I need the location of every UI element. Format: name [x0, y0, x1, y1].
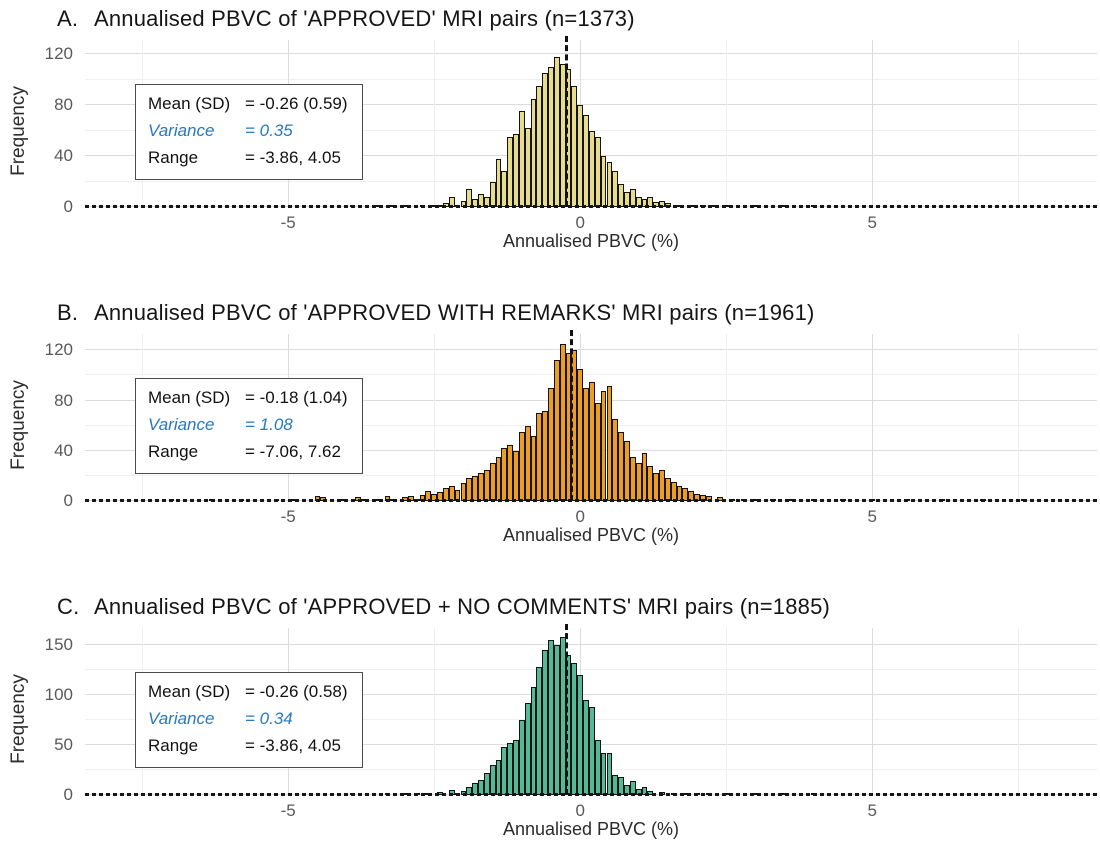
x-axis-title: Annualised PBVC (%): [502, 819, 680, 839]
stat-label: Variance: [148, 414, 215, 434]
stats-box: Mean (SD) = -0.26 (0.59) Variance = 0.35 Ran…: [135, 84, 363, 180]
stat-value: = 0.34: [245, 708, 293, 728]
panel-letter: A.: [57, 6, 79, 31]
x-axis-line: [85, 205, 1097, 208]
stat-value: = -7.06, 7.62: [245, 441, 341, 461]
stat-label: Range: [148, 735, 199, 755]
y-tick-label: 0: [63, 197, 73, 216]
x-tick-label: 0: [575, 801, 585, 820]
stat-label: Range: [148, 147, 199, 167]
y-tick-label: 50: [54, 735, 73, 754]
x-tick-label: 5: [867, 801, 877, 820]
panel-b: B. Annualised PBVC of 'APPROVED WITH REMA…: [0, 300, 1100, 588]
stat-value: = -0.26 (0.58): [245, 682, 348, 701]
y-tick-label: 40: [54, 146, 73, 165]
y-major-gridline: [85, 53, 1097, 54]
y-tick-label: 80: [54, 95, 73, 114]
panel-title-text: Annualised PBVC of 'APPROVED WITH REMARK…: [94, 300, 815, 325]
stat-label: Mean (SD): [148, 682, 231, 701]
x-minor-gridline: [726, 40, 728, 207]
y-major-gridline: [85, 349, 1097, 351]
stats-box: Mean (SD) = -0.18 (1.04) Variance = 1.08 Ran…: [135, 378, 363, 474]
x-minor-gridline: [434, 628, 436, 795]
x-tick-label: 0: [575, 507, 585, 526]
y-major-gridline: [85, 104, 1097, 105]
x-axis-line: [85, 793, 1097, 796]
x-minor-gridline: [434, 334, 436, 501]
plot-area: 0 40 80 120: [45, 330, 1097, 510]
x-minor-gridline: [434, 40, 436, 207]
mean-dashed-line: [565, 36, 568, 207]
mean-dashed-line: [565, 624, 568, 795]
panel-b-title: B. Annualised PBVC of 'APPROVED WITH REMA…: [57, 300, 1100, 334]
y-major-gridline: [85, 644, 1097, 645]
x-tick-label: 5: [867, 213, 877, 232]
x-axis-title: Annualised PBVC (%): [502, 525, 680, 545]
y-tick-label: 150: [44, 635, 73, 654]
x-axis-title: Annualised PBVC (%): [502, 231, 680, 251]
x-tick-label: -5: [280, 213, 296, 232]
panel-a-title: A. Annualised PBVC of 'APPROVED' MRI pair…: [57, 6, 1100, 40]
x-major-gridline: [872, 334, 874, 501]
stat-label: Mean (SD): [148, 388, 231, 407]
x-minor-gridline: [726, 628, 728, 795]
panel-letter: B.: [57, 300, 79, 325]
panel-title-text: Annualised PBVC of 'APPROVED + NO COMMEN…: [94, 594, 831, 619]
x-minor-gridline: [1018, 40, 1020, 207]
x-axis-line: [85, 499, 1097, 502]
y-axis-title: Frequency: [8, 86, 29, 176]
stat-label: Mean (SD): [148, 94, 231, 113]
y-minor-gridline: [85, 129, 1097, 131]
y-minor-gridline: [85, 669, 1097, 670]
stat-value: = -3.86, 4.05: [245, 735, 341, 755]
stat-label: Variance: [148, 708, 215, 728]
y-minor-gridline: [85, 78, 1097, 80]
y-minor-gridline: [85, 374, 1097, 376]
panel-c: C. Annualised PBVC of 'APPROVED + NO COMM…: [0, 594, 1100, 864]
x-tick-label: -5: [280, 801, 296, 820]
panel-a: A. Annualised PBVC of 'APPROVED' MRI pair…: [0, 6, 1100, 294]
panel-letter: C.: [57, 594, 80, 619]
stats-box: Mean (SD) = -0.26 (0.58) Variance = 0.34 Ran…: [135, 672, 363, 768]
y-tick-label: 0: [63, 491, 73, 510]
x-tick-row: -5 0 5: [85, 795, 1097, 820]
x-major-gridline: [872, 40, 874, 207]
stat-value: = -0.26 (0.59): [245, 94, 348, 113]
y-tick-label: 0: [63, 785, 73, 804]
stat-value: = 0.35: [245, 120, 293, 140]
plot-area: 0 50 100 150: [45, 624, 1097, 804]
y-tick-label: 80: [54, 390, 73, 410]
y-tick-label: 100: [44, 685, 73, 704]
y-tick-label: 120: [44, 44, 73, 63]
y-axis-title: Frequency: [8, 380, 29, 470]
panel-c-title: C. Annualised PBVC of 'APPROVED + NO COMM…: [57, 594, 1100, 628]
x-tick-label: 5: [867, 507, 877, 526]
x-tick-label: -5: [280, 507, 296, 526]
y-major-gridline: [85, 694, 1097, 695]
stat-label: Range: [148, 441, 199, 461]
stat-value: = -3.86, 4.05: [245, 147, 341, 167]
x-tick-row: -5 0 5: [85, 501, 1097, 526]
x-tick-label: 0: [575, 213, 585, 232]
stat-value: = -0.18 (1.04): [245, 388, 348, 407]
panel-title-text: Annualised PBVC of 'APPROVED' MRI pairs …: [94, 6, 635, 31]
stat-label: Variance: [148, 120, 215, 140]
mean-dashed-line: [569, 330, 573, 501]
x-minor-gridline: [1018, 628, 1020, 795]
x-major-gridline: [872, 628, 874, 795]
x-tick-row: -5 0 5: [85, 207, 1097, 232]
y-tick-label: 120: [44, 340, 73, 360]
plot-area: 0 40 80 120: [45, 36, 1097, 216]
y-axis-title: Frequency: [8, 674, 29, 764]
x-minor-gridline: [1018, 334, 1020, 501]
y-tick-label: 40: [54, 440, 73, 460]
x-minor-gridline: [726, 334, 728, 501]
stat-value: = 1.08: [245, 414, 293, 434]
